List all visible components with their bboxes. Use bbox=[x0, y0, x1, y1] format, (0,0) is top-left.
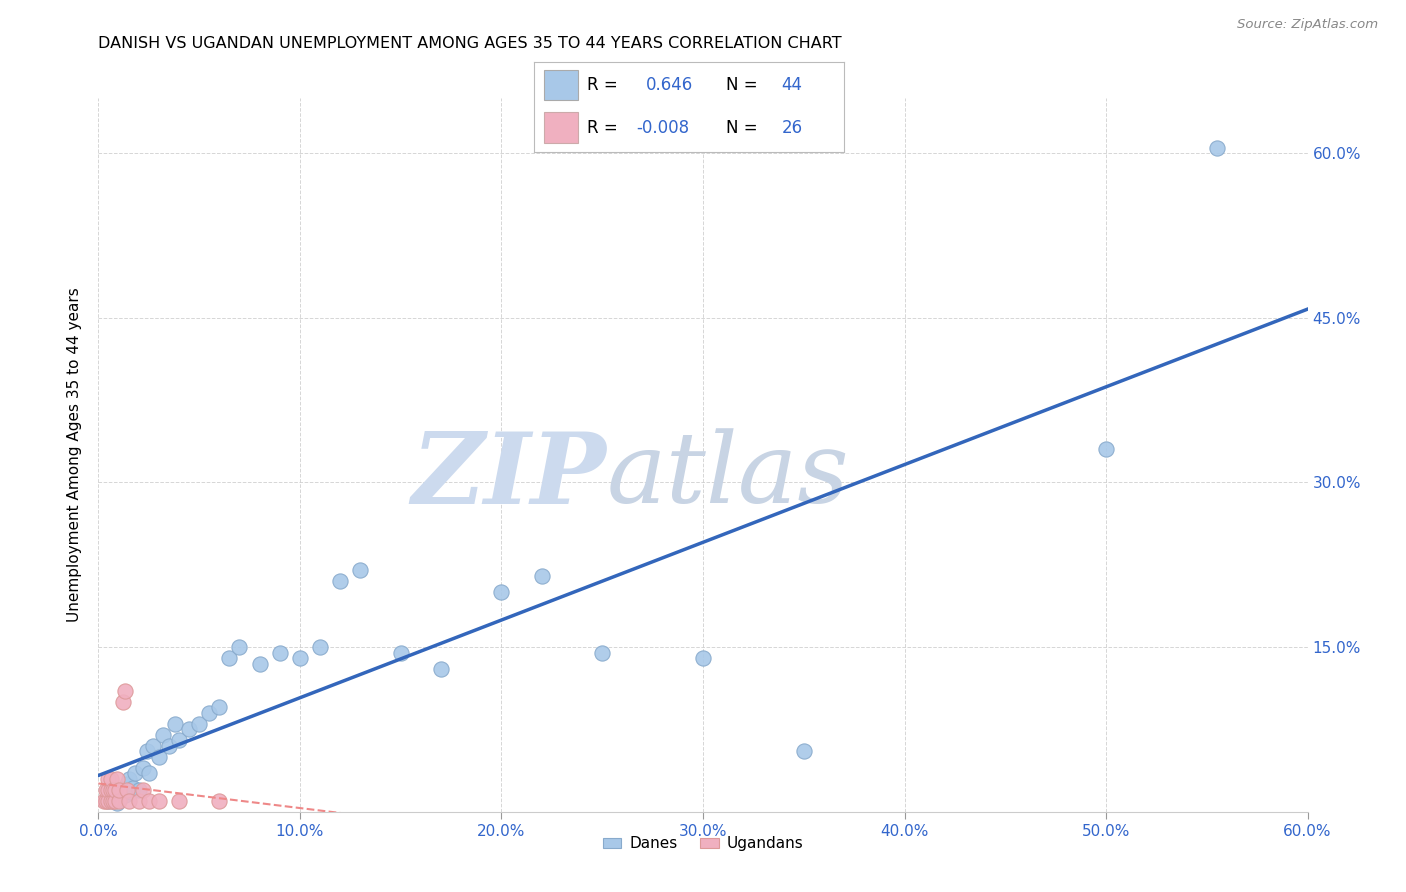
Point bbox=[142, 739, 165, 753]
Point bbox=[692, 651, 714, 665]
Point bbox=[97, 794, 120, 808]
Point bbox=[120, 785, 142, 799]
Text: 0.646: 0.646 bbox=[645, 76, 693, 94]
Point bbox=[96, 794, 118, 808]
Point bbox=[128, 782, 150, 797]
Point bbox=[115, 777, 138, 791]
Point bbox=[101, 794, 124, 808]
Point bbox=[148, 794, 170, 808]
Point bbox=[329, 574, 352, 589]
Point bbox=[138, 766, 160, 780]
Point bbox=[101, 782, 124, 797]
Point bbox=[228, 640, 250, 654]
Point bbox=[107, 782, 129, 797]
Legend: Danes, Ugandans: Danes, Ugandans bbox=[598, 830, 808, 857]
Point bbox=[793, 744, 815, 758]
Point bbox=[188, 717, 211, 731]
Point bbox=[114, 684, 136, 698]
Point bbox=[105, 772, 128, 786]
Point bbox=[111, 782, 134, 797]
Point bbox=[121, 780, 143, 795]
Point bbox=[249, 657, 271, 671]
Point bbox=[135, 744, 157, 758]
Point bbox=[309, 640, 332, 654]
Point bbox=[97, 782, 120, 797]
Point bbox=[103, 782, 125, 797]
Point bbox=[124, 766, 146, 780]
Point bbox=[530, 568, 553, 582]
Point bbox=[288, 651, 311, 665]
Point bbox=[152, 728, 174, 742]
Point bbox=[105, 796, 128, 810]
Text: N =: N = bbox=[725, 119, 758, 136]
Point bbox=[349, 563, 371, 577]
Text: ZIP: ZIP bbox=[412, 428, 606, 524]
Point bbox=[218, 651, 240, 665]
Point bbox=[167, 794, 190, 808]
Point bbox=[100, 794, 122, 808]
FancyBboxPatch shape bbox=[544, 112, 578, 143]
Text: -0.008: -0.008 bbox=[637, 119, 689, 136]
Point bbox=[198, 706, 221, 720]
Text: DANISH VS UGANDAN UNEMPLOYMENT AMONG AGES 35 TO 44 YEARS CORRELATION CHART: DANISH VS UGANDAN UNEMPLOYMENT AMONG AGE… bbox=[98, 36, 842, 51]
Point bbox=[132, 761, 155, 775]
Point bbox=[132, 782, 155, 797]
Point bbox=[103, 794, 125, 808]
Point bbox=[179, 723, 201, 737]
Text: 44: 44 bbox=[782, 76, 803, 94]
Point bbox=[138, 794, 160, 808]
Point bbox=[93, 794, 115, 808]
Text: R =: R = bbox=[586, 119, 617, 136]
Point bbox=[97, 794, 120, 808]
Point bbox=[128, 794, 150, 808]
Point bbox=[107, 794, 129, 808]
Point bbox=[100, 782, 122, 797]
Point bbox=[115, 782, 138, 797]
Point bbox=[100, 772, 122, 786]
Point bbox=[1095, 442, 1118, 457]
Point bbox=[103, 789, 125, 803]
Point bbox=[157, 739, 180, 753]
Point bbox=[1206, 140, 1229, 154]
Point bbox=[118, 794, 141, 808]
Point bbox=[107, 791, 129, 805]
Point bbox=[148, 749, 170, 764]
Point bbox=[208, 700, 231, 714]
Point bbox=[269, 646, 291, 660]
Point bbox=[163, 717, 186, 731]
Y-axis label: Unemployment Among Ages 35 to 44 years: Unemployment Among Ages 35 to 44 years bbox=[67, 287, 83, 623]
Point bbox=[118, 772, 141, 786]
Point bbox=[591, 646, 613, 660]
Point bbox=[491, 585, 513, 599]
Point bbox=[389, 646, 412, 660]
Text: Source: ZipAtlas.com: Source: ZipAtlas.com bbox=[1237, 18, 1378, 31]
Text: 26: 26 bbox=[782, 119, 803, 136]
Text: N =: N = bbox=[725, 76, 758, 94]
Text: R =: R = bbox=[586, 76, 617, 94]
Point bbox=[114, 789, 136, 803]
FancyBboxPatch shape bbox=[544, 70, 578, 100]
Point bbox=[430, 662, 453, 676]
Point bbox=[208, 794, 231, 808]
Point bbox=[97, 772, 120, 786]
Text: atlas: atlas bbox=[606, 429, 849, 524]
Point bbox=[96, 782, 118, 797]
Point bbox=[110, 785, 132, 799]
Point bbox=[101, 794, 124, 808]
Point bbox=[167, 733, 190, 747]
Point bbox=[111, 695, 134, 709]
